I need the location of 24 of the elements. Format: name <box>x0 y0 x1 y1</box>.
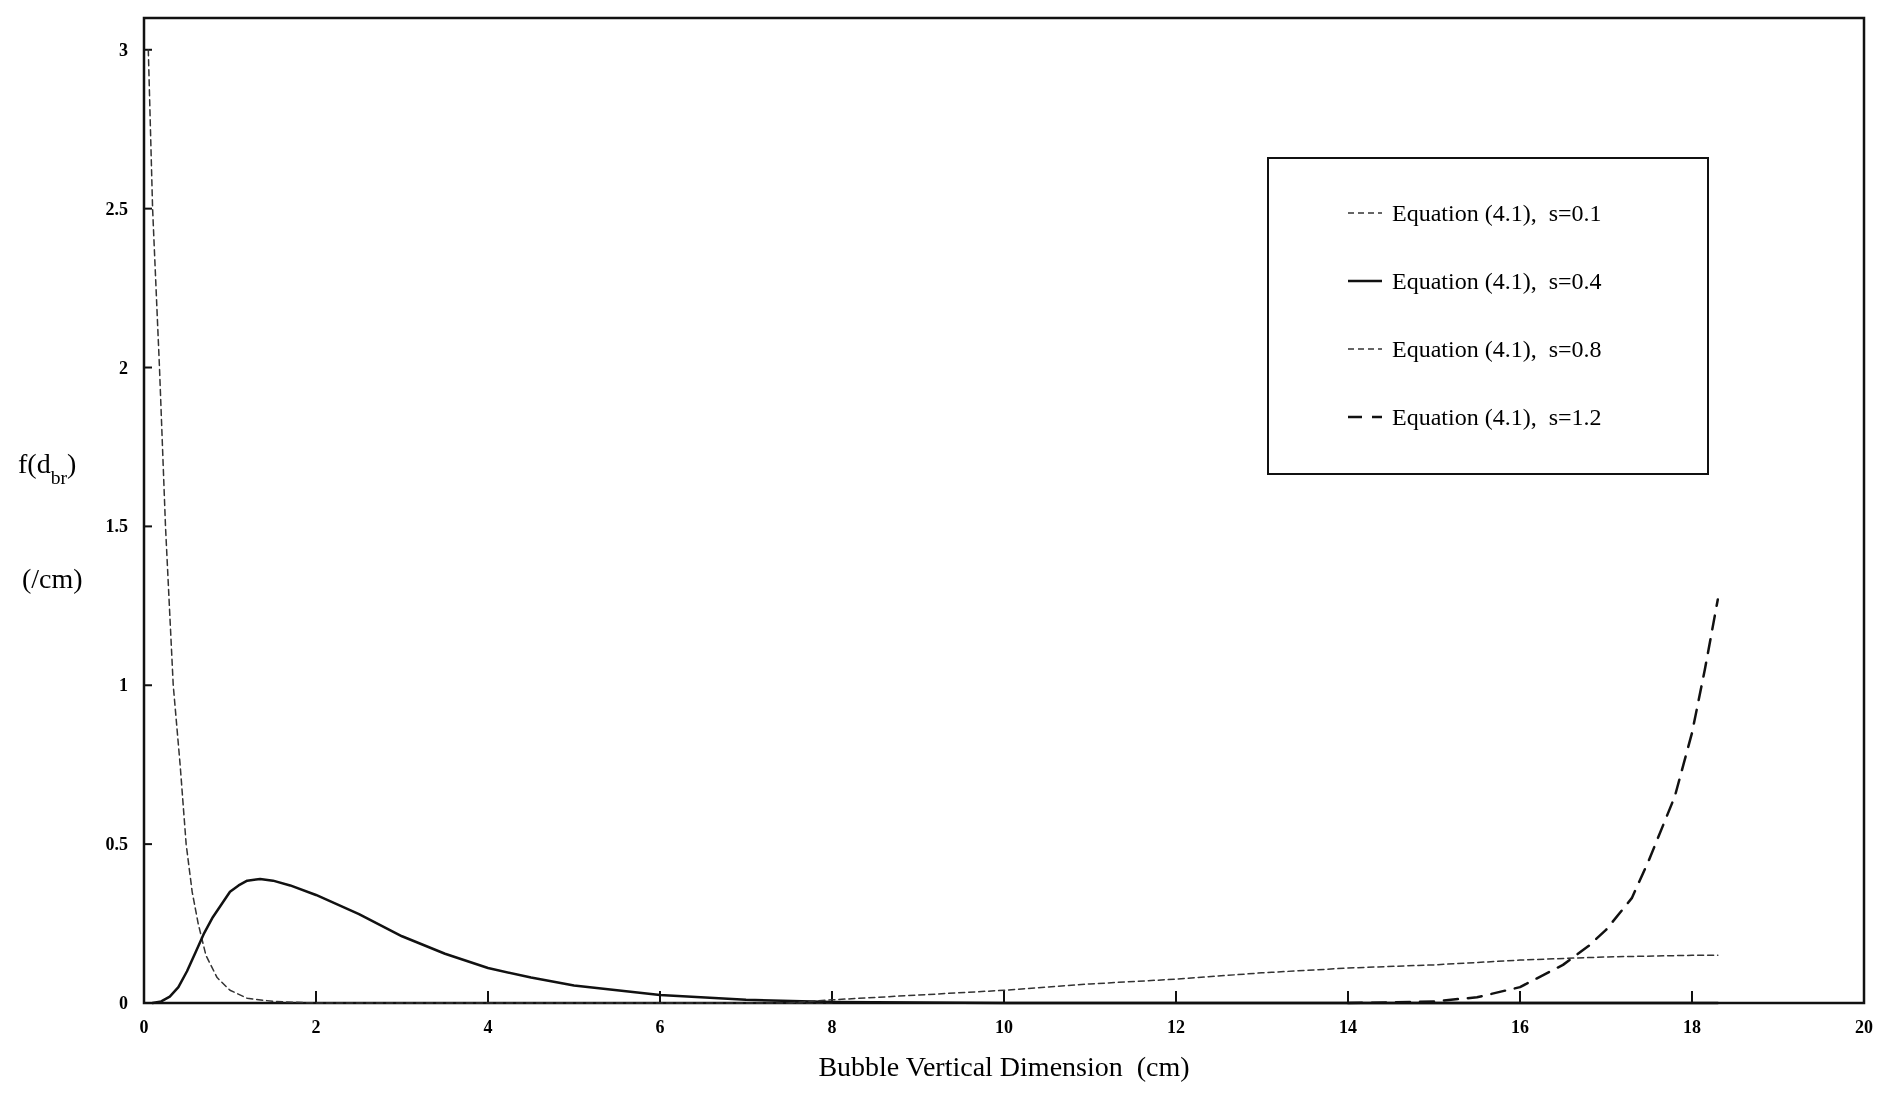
y-tick-label: 0.5 <box>105 834 128 855</box>
x-tick-label: 8 <box>827 1017 837 1037</box>
x-tick-label: 10 <box>995 1017 1013 1037</box>
x-tick-label: 14 <box>1339 1017 1357 1037</box>
y-tick-label: 2 <box>119 357 128 378</box>
text: f(d$_{br}$) (/cm) <box>18 448 83 594</box>
y-tick-label: 2.5 <box>105 198 128 219</box>
y-tick-label: 1.5 <box>105 516 128 537</box>
x-tick-label: 0 <box>139 1017 149 1037</box>
legend-label: Equation (4.1), s=0.8 <box>1392 336 1602 362</box>
x-tick-label: 12 <box>1167 1017 1185 1037</box>
legend-label: Equation (4.1), s=0.4 <box>1392 268 1602 294</box>
legend-label: Equation (4.1), s=0.1 <box>1392 200 1602 226</box>
x-tick-label: 6 <box>655 1017 665 1037</box>
x-tick-label: 4 <box>483 1017 493 1037</box>
y-tick-label: 0 <box>119 993 128 1013</box>
y-tick-label: 1 <box>119 675 128 696</box>
legend-label: Equation (4.1), s=1.2 <box>1392 404 1602 430</box>
x-tick-label: 2 <box>311 1017 321 1037</box>
x-tick-label: 16 <box>1511 1017 1529 1037</box>
x-tick-label: 20 <box>1855 1017 1873 1037</box>
x-axis-title: Bubble Vertical Dimension (cm) <box>818 1051 1190 1082</box>
y-tick-label: 3 <box>119 39 128 60</box>
x-tick-label: 18 <box>1683 1017 1701 1037</box>
